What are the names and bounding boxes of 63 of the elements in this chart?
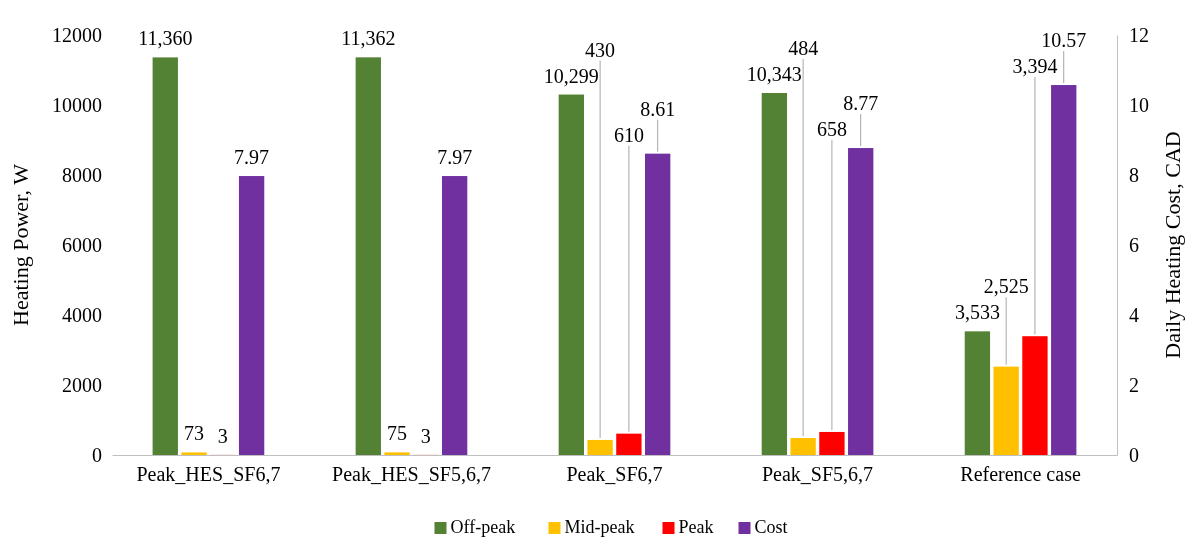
bar — [819, 431, 845, 455]
data-label: 8.77 — [843, 92, 879, 115]
legend-label: Off-peak — [450, 517, 516, 537]
x-tick-label: Peak_HES_SF5,6,7 — [332, 463, 491, 486]
legend-label: Cost — [754, 517, 788, 537]
bar — [181, 452, 207, 455]
bar — [616, 433, 642, 455]
data-label: 658 — [816, 118, 847, 141]
data-label: 75 — [387, 422, 408, 445]
data-label: 11,362 — [341, 27, 396, 50]
data-label: 10.57 — [1041, 29, 1087, 52]
bar — [1022, 336, 1048, 455]
legend-label: Peak — [678, 517, 714, 537]
bar — [1051, 85, 1077, 455]
bar — [558, 94, 584, 455]
data-label: 3 — [217, 424, 228, 447]
bar — [848, 148, 874, 455]
y2-tick-label: 2 — [1129, 373, 1139, 396]
bar — [790, 438, 816, 455]
y2-tick-label: 8 — [1129, 163, 1139, 186]
data-label: 8.61 — [640, 97, 676, 120]
y-tick-label: 12000 — [52, 23, 102, 46]
y2-tick-label: 0 — [1129, 443, 1139, 466]
data-label: 430 — [585, 38, 616, 61]
data-label: 3 — [420, 424, 431, 447]
y-tick-label: 8000 — [62, 163, 102, 186]
data-label: 610 — [613, 123, 644, 146]
y-tick-label: 4000 — [62, 303, 102, 326]
y-tick-label: 10000 — [52, 93, 102, 116]
y2-tick-label: 4 — [1129, 303, 1139, 326]
data-label: 2,525 — [983, 275, 1029, 298]
bar — [384, 452, 410, 455]
data-label: 3,394 — [1012, 55, 1058, 78]
bar — [238, 176, 265, 455]
bar — [964, 331, 991, 455]
data-label: 73 — [184, 422, 205, 445]
bar — [152, 57, 178, 455]
y2-axis-title: Daily Heating Cost, CAD — [1160, 131, 1185, 359]
x-tick-label: Peak_SF6,7 — [566, 463, 663, 486]
y2-tick-label: 12 — [1129, 23, 1149, 46]
bar — [587, 439, 613, 455]
y-tick-label: 6000 — [62, 233, 102, 256]
x-tick-label: Reference case — [960, 463, 1081, 486]
bar — [993, 366, 1019, 455]
data-label: 10,299 — [543, 64, 599, 87]
data-label: 10,343 — [746, 63, 802, 85]
y-tick-label: 0 — [92, 443, 102, 466]
y-tick-label: 2000 — [62, 373, 102, 396]
data-label: 484 — [788, 36, 819, 59]
data-label: 11,360 — [138, 27, 193, 50]
x-tick-label: Peak_HES_SF6,7 — [136, 463, 281, 486]
data-label: 7.97 — [437, 146, 473, 169]
y2-tick-label: 6 — [1129, 233, 1139, 256]
data-label: 3,533 — [954, 301, 1000, 324]
y2-tick-label: 10 — [1129, 93, 1149, 116]
bar — [355, 57, 381, 455]
bar — [761, 93, 788, 455]
bar — [645, 153, 671, 455]
legend-label: Mid-peak — [564, 517, 635, 537]
x-tick-label: Peak_SF5,6,7 — [761, 463, 874, 486]
bar — [441, 176, 468, 455]
data-label: 7.97 — [234, 146, 270, 169]
y-axis-title: Heating Power, W — [8, 163, 33, 326]
